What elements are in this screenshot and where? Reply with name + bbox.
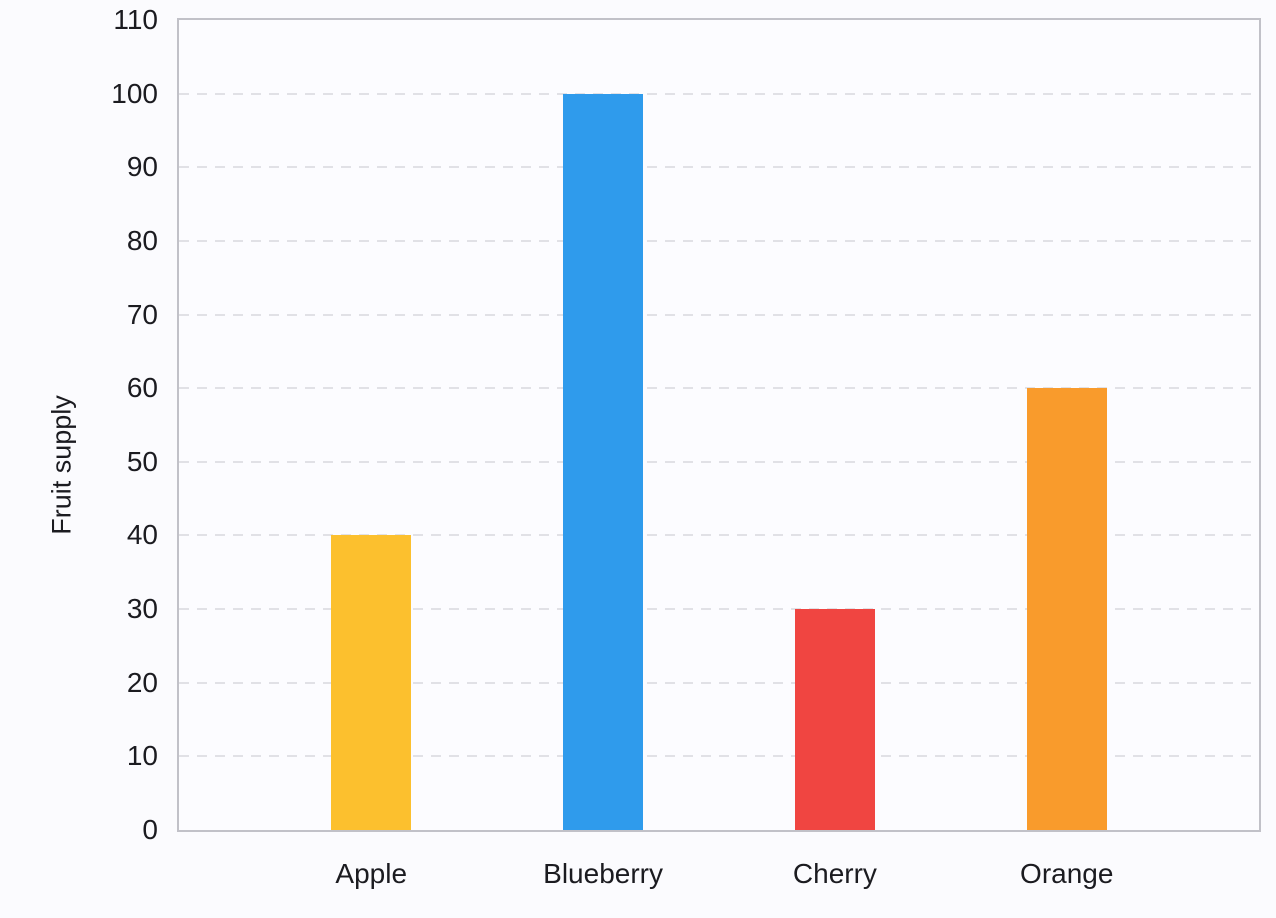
bar-cherry bbox=[794, 609, 875, 830]
gridline bbox=[179, 755, 1259, 758]
x-axis-label-orange: Orange bbox=[1020, 858, 1114, 889]
gridline bbox=[179, 166, 1259, 169]
y-tick-label: 20 bbox=[126, 666, 158, 698]
y-tick-label: 80 bbox=[126, 224, 158, 256]
x-axis-label-blueberry: Blueberry bbox=[543, 858, 663, 889]
gridline bbox=[179, 313, 1259, 316]
y-tick-label: 30 bbox=[126, 593, 158, 625]
y-tick-label: 70 bbox=[126, 298, 158, 330]
bar-apple bbox=[331, 535, 412, 830]
gridline bbox=[179, 608, 1259, 611]
gridline bbox=[179, 239, 1259, 242]
y-tick-label: 50 bbox=[126, 445, 158, 477]
y-tick-label: 40 bbox=[126, 519, 158, 551]
y-tick-label: 90 bbox=[126, 151, 158, 183]
gridline bbox=[179, 387, 1259, 390]
bar-blueberry bbox=[563, 93, 644, 830]
y-tick-label: 0 bbox=[142, 814, 158, 845]
plot-area bbox=[177, 18, 1261, 832]
gridline bbox=[179, 534, 1259, 537]
x-axis-label-apple: Apple bbox=[335, 858, 408, 889]
gridline bbox=[179, 460, 1259, 463]
gridline bbox=[179, 92, 1259, 95]
y-axis-tick-labels: 0 10 20 30 40 50 60 70 80 90 100 110 bbox=[0, 0, 158, 918]
x-axis-label-cherry: Cherry bbox=[792, 858, 877, 889]
bar-orange bbox=[1026, 388, 1107, 830]
y-tick-label: 100 bbox=[111, 77, 158, 109]
y-tick-label: 110 bbox=[113, 4, 158, 35]
gridline bbox=[179, 681, 1259, 684]
y-tick-label: 60 bbox=[126, 372, 158, 404]
y-tick-label: 10 bbox=[126, 740, 158, 772]
